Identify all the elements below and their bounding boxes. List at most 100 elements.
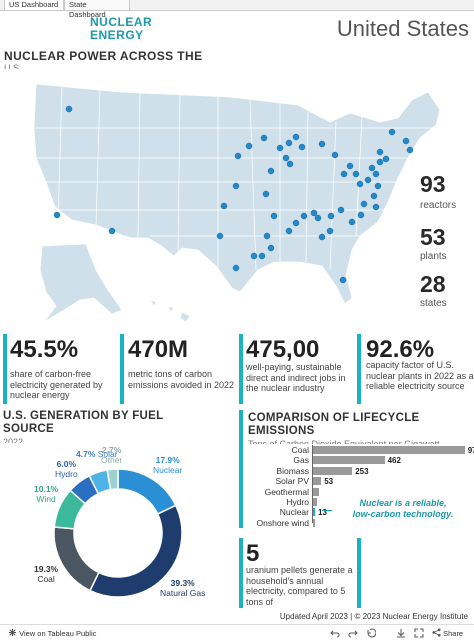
plant-dot[interactable]	[282, 154, 290, 162]
plant-dot[interactable]	[318, 140, 326, 148]
plant-dot[interactable]	[310, 209, 318, 217]
plant-dot[interactable]	[339, 276, 347, 284]
plant-dot[interactable]	[360, 200, 368, 208]
generation-title-line-2: SOURCE	[3, 423, 55, 435]
revert-button[interactable]	[366, 628, 377, 640]
tab-us-dashboard[interactable]: US Dashboard	[4, 0, 64, 11]
state-borders	[36, 86, 440, 271]
undo-button[interactable]	[330, 628, 340, 640]
plant-dot[interactable]	[370, 192, 378, 200]
share-button[interactable]: Share	[432, 628, 463, 638]
plant-dot[interactable]	[368, 164, 376, 172]
lifecycle-bar-onshore-wind[interactable]	[313, 518, 315, 527]
other-label: Other	[101, 454, 123, 465]
lifecycle-bar-hydro[interactable]	[313, 498, 318, 506]
tab-state-dashboard[interactable]: State Dashboard	[64, 0, 130, 19]
capacity-factor-value: 92.6%	[366, 336, 435, 363]
plant-dot[interactable]	[374, 182, 382, 190]
generation-subtitle: 2022	[3, 437, 24, 443]
plant-dot[interactable]	[285, 227, 293, 235]
states-count: 28	[420, 271, 446, 297]
plant-dot[interactable]	[292, 219, 300, 227]
plant-dot[interactable]	[372, 170, 380, 178]
plant-dot[interactable]	[262, 190, 270, 198]
plant-dot[interactable]	[232, 264, 240, 272]
download-button[interactable]	[396, 628, 406, 640]
lifecycle-bar-geothermal[interactable]	[313, 487, 319, 496]
tab-bar: US Dashboard State Dashboard	[0, 0, 474, 19]
lifecycle-category-label: Coal	[291, 445, 309, 455]
lifecycle-bar-solar-pv[interactable]	[313, 477, 322, 486]
plant-dot[interactable]	[108, 227, 116, 235]
plant-dot[interactable]	[300, 212, 308, 220]
plant-dot[interactable]	[318, 233, 326, 241]
plant-dot[interactable]	[232, 182, 240, 190]
lifecycle-category-label: Solar PV	[275, 476, 309, 487]
lifecycle-value-label: 53	[324, 477, 334, 487]
hawaii-shape	[149, 299, 191, 323]
plant-dot[interactable]	[364, 176, 372, 184]
donut-slice-other[interactable]	[106, 468, 119, 491]
carbon-free-share-desc: share of carbon-free electricity generat…	[10, 369, 103, 400]
lifecycle-bar-gas[interactable]	[313, 456, 385, 465]
plant-dot[interactable]	[346, 162, 354, 170]
donut-slice-solar[interactable]	[88, 469, 112, 495]
plant-dot[interactable]	[267, 167, 275, 175]
redo-icon	[348, 630, 358, 638]
coal-label: Coal	[37, 573, 55, 584]
plant-dot[interactable]	[314, 214, 322, 222]
plant-dot[interactable]	[258, 252, 266, 260]
donut-label-natural-gas: 39.3% Natural Gas	[160, 578, 205, 598]
view-on-tableau-label: View on Tableau Public	[19, 629, 97, 638]
plant-dot[interactable]	[286, 160, 294, 168]
plant-dot[interactable]	[376, 158, 384, 166]
map-states	[33, 83, 441, 323]
stat-accent-bar	[357, 334, 361, 404]
redo-button[interactable]	[348, 628, 358, 640]
nuclear-callout: Nuclear is a reliable, low-carbon techno…	[330, 498, 474, 520]
lifecycle-bar-nuclear[interactable]	[313, 508, 315, 517]
plant-dot[interactable]	[388, 128, 396, 136]
plant-dot[interactable]	[357, 211, 365, 219]
plant-dot[interactable]	[348, 218, 356, 226]
lifecycle-value-label: 462	[387, 456, 401, 466]
view-on-tableau-link[interactable]: View on Tableau Public	[8, 628, 96, 638]
plant-dot[interactable]	[270, 212, 278, 220]
plant-dot[interactable]	[216, 232, 224, 240]
plant-dot[interactable]	[376, 148, 384, 156]
plant-dot[interactable]	[352, 170, 360, 178]
reactors-count: 93	[420, 171, 446, 197]
plant-dot[interactable]	[337, 206, 345, 214]
plant-dot[interactable]	[285, 139, 293, 147]
plant-dot[interactable]	[260, 134, 268, 142]
plant-dot[interactable]	[356, 180, 364, 188]
plant-dot[interactable]	[292, 133, 300, 141]
plant-dot[interactable]	[402, 137, 410, 145]
plant-dot[interactable]	[327, 212, 335, 220]
plant-dot[interactable]	[340, 170, 348, 178]
plant-dot[interactable]	[298, 143, 306, 151]
plant-dot[interactable]	[53, 211, 61, 219]
plant-dot[interactable]	[234, 152, 242, 160]
lifecycle-bar-biomass[interactable]	[313, 466, 353, 475]
donut-label-hydro: 6.0% Hydro	[55, 459, 78, 479]
plant-dot[interactable]	[267, 244, 275, 252]
plant-dot[interactable]	[331, 151, 339, 159]
lifecycle-bar-coal[interactable]	[313, 446, 465, 454]
plant-dot[interactable]	[406, 146, 414, 154]
donut-slice-coal[interactable]	[53, 526, 100, 592]
plant-dot[interactable]	[65, 105, 73, 113]
plant-dot[interactable]	[220, 202, 228, 210]
plant-dot[interactable]	[276, 144, 284, 152]
plant-dot[interactable]	[250, 252, 258, 260]
plant-dot[interactable]	[382, 155, 390, 163]
donut-slice-hydro[interactable]	[69, 474, 100, 505]
fullscreen-button[interactable]	[414, 628, 424, 640]
plant-dot[interactable]	[263, 232, 271, 240]
donut-slice-nuclear[interactable]	[117, 468, 177, 516]
donut-slice-wind[interactable]	[53, 489, 87, 530]
plant-dot[interactable]	[372, 203, 380, 211]
plant-dot[interactable]	[245, 142, 253, 150]
us-plants-map[interactable]	[0, 70, 474, 332]
plant-dot[interactable]	[326, 227, 334, 235]
